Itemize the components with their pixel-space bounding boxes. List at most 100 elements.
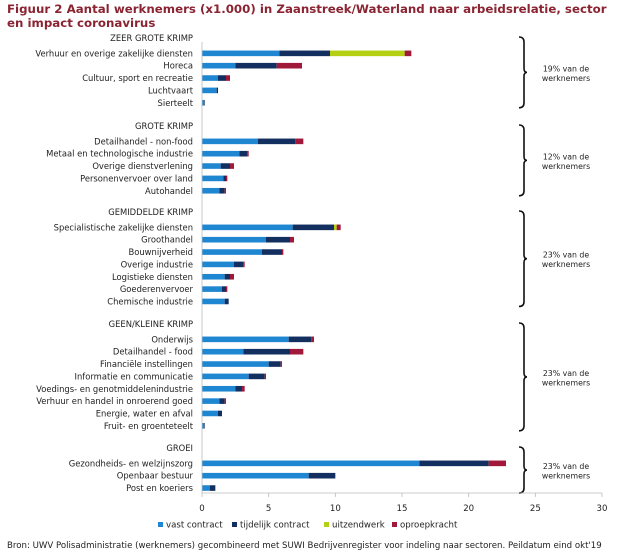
category-labels: ZEER GROTE KRIMP Verhuur en overige zakel… [35,33,193,493]
category-label: Bouwnijverheid [129,247,194,257]
category-label: Specialistische zakelijke diensten [54,222,193,232]
category-label: Verhuur en handel in onroerend goed [36,396,193,406]
x-tick-label: 15 [397,504,408,514]
category-label: Sierteelt [158,98,194,108]
bar-segment [202,62,236,69]
x-tick-label: 10 [330,504,341,514]
bar-segment [290,236,294,243]
bar-segment [282,249,284,255]
legend-label: uitzendwerk [332,521,385,531]
category-label: Detailhandel - food [113,347,193,357]
bar-segment [248,373,265,380]
bar-segment [204,99,205,106]
bar-segment [204,423,205,429]
bar-segment [202,485,210,491]
category-label: Chemische industrie [107,296,193,306]
legend-swatch [392,522,397,527]
group-share-label: 23% van de werknemers [542,251,590,270]
bar-segment [202,187,220,194]
bar-segment [218,75,226,81]
bar-segment [202,273,225,280]
bar-segment [226,286,228,292]
bar-segment [262,249,282,255]
category-label: Goederenvervoer [120,284,194,294]
bar-segment [230,273,234,280]
category-label: Openbaar bestuur [117,471,194,481]
bar-segment [202,385,236,392]
legend-swatch [158,522,163,527]
bar-segment [404,50,412,57]
legend-label: oproepkracht [400,521,458,531]
bar-segment [202,99,204,106]
bar-segment [243,261,245,268]
bar-segment [419,460,489,467]
category-label: Onderwijs [151,334,193,344]
category-label: Verhuur en overige zakelijke diensten [35,48,193,58]
bar-segment [224,298,229,305]
bar-segment [220,163,230,169]
bar-segment [280,361,282,367]
bar-segment [243,348,290,355]
bar-segment [202,224,293,231]
bar-segment [242,385,245,392]
bar-chart: ZEER GROTE KRIMP Verhuur en overige zakel… [35,33,608,531]
bar-segment [202,50,280,57]
bar-segment [230,163,234,169]
bar-segment [239,150,248,157]
category-label: Informatie en communicatie [75,371,193,381]
group-header: GEMIDDELDE KRIMP [108,207,193,217]
bar-segment [202,348,244,355]
category-label: Detailhandel - non-food [94,136,193,146]
group-header: GROEI [166,443,193,453]
bar-segment [295,138,304,145]
bar-segment [308,472,336,479]
category-label: Logistieke diensten [112,272,193,282]
x-tick-label: 30 [597,504,608,514]
category-label: Energie, water en afval [96,408,193,418]
bar-segment [218,410,222,417]
group-share-label: 23% van de werknemers [542,369,590,388]
bar-segment [336,224,341,231]
x-tick-label: 25 [530,504,541,514]
bar-segment [224,187,226,194]
group-share-label: 19% van de werknemers [542,64,590,83]
category-label: Gezondheids- en welzijnszorg [69,458,193,468]
bar-segment [202,361,269,367]
bar-segment [234,261,244,268]
bar-segment [235,62,277,69]
bar-segment [276,62,302,69]
bar-segment [202,75,218,81]
bar-segment [202,87,217,94]
legend-swatch [232,522,237,527]
group-header: GROTE KRIMP [135,121,193,131]
bar-segment [202,150,240,157]
category-label: Overige dienstverlening [92,161,193,171]
group-share-label: 23% van de werknemers [542,462,590,481]
group-brace [518,124,528,197]
bar-segment [202,261,234,268]
category-label: Autohandel [145,186,193,196]
bar-segment [222,286,226,292]
bar-segment [247,150,249,157]
legend-swatch [324,522,329,527]
bar-segment [264,373,266,380]
bar-segment [311,336,314,343]
bar-segment [219,187,225,194]
bar-segment [226,175,228,182]
category-label: Post en koeriers [126,483,193,493]
bar-segment [334,224,337,231]
legend-label: vast contract [166,521,223,531]
legend: vast contract tijdelijk contract uitzendwe… [158,521,458,531]
category-label: Voedings- en genotmiddelenindustrie [36,384,193,394]
group-brace [518,446,528,494]
bar-segment [202,423,204,429]
x-tick-label: 20 [463,504,474,514]
bar-segment [219,398,225,404]
group-braces: 19% van de werknemers 12% van de werknemers… [518,36,590,494]
bar-segment [279,50,330,57]
bar-segment [202,163,221,169]
bar-segment [202,398,220,404]
bar-segment [202,460,420,467]
bars [202,50,506,491]
category-label: Cultuur, sport en recreatie [82,73,193,83]
